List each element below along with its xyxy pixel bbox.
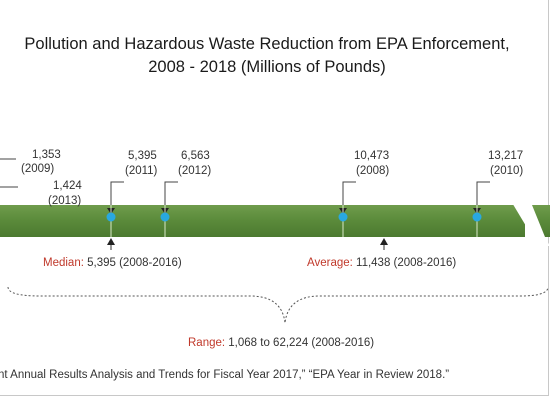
leader-line-2008 <box>342 181 356 212</box>
median-value: 5,395 (2008-2016) <box>84 257 182 269</box>
point-value-1353: 1,353 <box>32 149 61 161</box>
range-value: 1,068 to 62,224 (2008-2016) <box>225 337 374 349</box>
average-value: 11,438 (2008-2016) <box>353 257 457 269</box>
point-year-2013: (2013) <box>48 195 81 207</box>
leader-line-2012 <box>164 181 178 212</box>
chart-title: Pollution and Hazardous Waste Reduction … <box>0 33 534 79</box>
chart-title-line-1: Pollution and Hazardous Waste Reduction … <box>24 35 510 53</box>
source-note: nt Annual Results Analysis and Trends fo… <box>0 369 450 381</box>
range-key: Range: <box>188 337 225 349</box>
marker-2012 <box>160 212 170 222</box>
leader-line-2011 <box>110 181 124 212</box>
marker-2011 <box>106 212 116 222</box>
range-brace <box>7 286 549 324</box>
marker-2010 <box>472 212 482 222</box>
range-label: Range: 1,068 to 62,224 (2008-2016) <box>188 337 374 349</box>
average-label: Average: 11,438 (2008-2016) <box>307 257 456 269</box>
point-value-5395: 5,395 <box>128 150 157 162</box>
point-year-2011: (2011) <box>125 165 158 177</box>
point-year-2012: (2012) <box>178 165 211 177</box>
timeline-band <box>0 205 525 237</box>
point-year-2010: (2010) <box>490 165 523 177</box>
point-year-2009: (2009) <box>21 163 54 175</box>
median-label: Median: 5,395 (2008-2016) <box>43 257 182 269</box>
timeline-break <box>508 196 550 246</box>
timeline-band-tail <box>532 205 550 237</box>
leader-line-2010 <box>476 181 490 212</box>
chart-title-line-2: 2008 - 2018 (Millions of Pounds) <box>148 58 386 76</box>
median-key: Median: <box>43 257 84 269</box>
median-arrow-head <box>107 238 115 245</box>
point-value-13217: 13,217 <box>488 150 523 162</box>
point-value-10473: 10,473 <box>354 150 389 162</box>
average-key: Average: <box>307 257 353 269</box>
marker-2008 <box>338 212 348 222</box>
point-value-1424: 1,424 <box>53 180 82 192</box>
point-year-2008: (2008) <box>356 165 389 177</box>
point-value-6563: 6,563 <box>181 150 210 162</box>
average-arrow-head <box>380 238 388 245</box>
